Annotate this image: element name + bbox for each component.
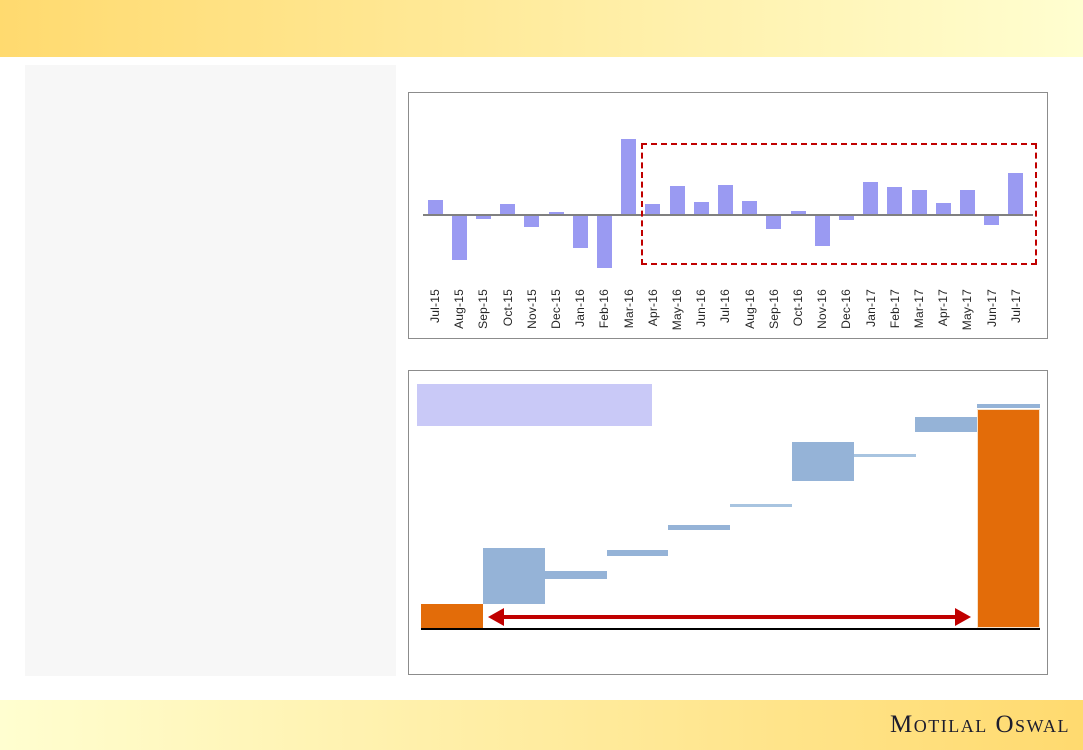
bar-Jun-16	[693, 202, 709, 214]
waterfall-step-5	[730, 504, 792, 507]
bar-Aug-15	[451, 215, 467, 260]
waterfall-end-bar	[977, 409, 1040, 628]
bar-Feb-17	[887, 187, 903, 214]
bar-Nov-16	[814, 215, 830, 246]
waterfall-step-7	[854, 454, 916, 457]
bar-May-17	[959, 190, 975, 214]
legend-placeholder-box	[417, 384, 652, 426]
range-arrow-icon	[488, 608, 971, 626]
month-label-Aug-15: Aug-15	[452, 289, 467, 329]
bar-Apr-16	[645, 204, 661, 214]
month-label-May-17: May-17	[960, 289, 975, 331]
waterfall-step-8	[915, 417, 977, 432]
waterfall-chart	[408, 370, 1048, 675]
bar-Jul-15	[427, 200, 443, 214]
bar-Jun-17	[984, 215, 1000, 225]
month-label-Mar-17: Mar-17	[912, 289, 926, 329]
baseline-axis	[421, 628, 1040, 630]
monthly-bar-chart: Jul-15 Aug-15 Sep-15 Oct-15 Nov-15 Dec-15 Jan-…	[408, 92, 1048, 339]
bar-May-16	[669, 186, 685, 214]
bar-Jan-17	[863, 182, 879, 214]
text-placeholder-panel	[25, 65, 396, 676]
bar-Jul-16	[717, 185, 733, 214]
month-label-Jul-17: Jul-17	[1008, 289, 1023, 323]
waterfall-step-6	[792, 442, 854, 481]
bar-Jul-17	[1008, 173, 1024, 214]
month-label-Oct-15: Oct-15	[500, 289, 515, 327]
month-label-Aug-16: Aug-16	[742, 289, 757, 329]
month-label-Nov-15: Nov-15	[524, 289, 539, 329]
bar-Apr-17	[935, 203, 951, 214]
month-label-May-16: May-16	[670, 289, 684, 331]
waterfall-step-3	[607, 550, 668, 556]
bar-Jan-16	[572, 215, 588, 248]
waterfall-step-2	[545, 571, 607, 579]
bar-Mar-16	[621, 139, 637, 214]
top-banner	[0, 0, 1083, 57]
month-label-Oct-16: Oct-16	[791, 289, 805, 327]
bar-Oct-16	[790, 211, 806, 214]
bar-Nov-15	[524, 215, 540, 227]
highlight-rectangle	[641, 143, 1037, 265]
month-label-Apr-16: Apr-16	[645, 289, 660, 327]
month-label-Feb-16: Feb-16	[597, 289, 612, 329]
month-label-Jul-16: Jul-16	[718, 289, 733, 323]
waterfall-step-1	[483, 548, 545, 604]
waterfall-step-4	[668, 525, 730, 530]
month-label-Dec-15: Dec-15	[549, 289, 563, 329]
waterfall-start-bar	[421, 604, 483, 628]
month-label-Jun-16: Jun-16	[694, 289, 709, 327]
motilal-oswal-logo: Motilal Oswal	[889, 711, 1070, 738]
x-axis-line	[423, 214, 1033, 216]
month-label-Jul-15: Jul-15	[428, 289, 442, 323]
bar-Aug-16	[742, 201, 758, 214]
waterfall-end-cap	[977, 404, 1040, 408]
month-label-Sep-15: Sep-15	[476, 289, 491, 329]
bar-Feb-16	[596, 215, 612, 268]
month-label-Mar-16: Mar-16	[621, 289, 636, 329]
month-label-Jan-17: Jan-17	[863, 289, 878, 327]
month-label-Sep-16: Sep-16	[766, 289, 781, 329]
bar-Sep-15	[475, 215, 491, 219]
month-label-Apr-17: Apr-17	[936, 289, 951, 327]
month-label-Dec-16: Dec-16	[839, 289, 854, 329]
bar-Oct-15	[500, 204, 516, 214]
bottom-banner: Motilal Oswal	[0, 700, 1083, 750]
bar-Mar-17	[911, 190, 927, 214]
month-label-Nov-16: Nov-16	[815, 289, 830, 329]
bar-Dec-15	[548, 212, 564, 214]
month-label-Feb-17: Feb-17	[887, 289, 902, 329]
month-label-Jan-16: Jan-16	[573, 289, 588, 327]
bar-Sep-16	[766, 215, 782, 229]
month-label-Jun-17: Jun-17	[984, 289, 999, 327]
bar-Dec-16	[838, 215, 854, 220]
